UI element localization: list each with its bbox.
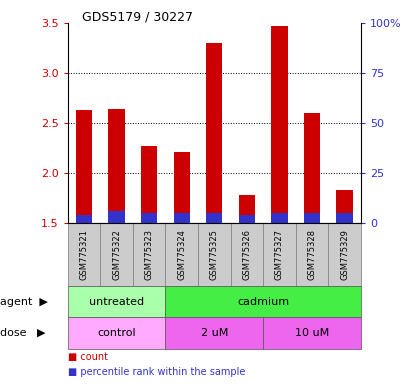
Bar: [238, 195, 254, 223]
Bar: [133, 223, 165, 286]
Bar: [295, 223, 328, 286]
Text: GSM775323: GSM775323: [144, 229, 153, 280]
Bar: [335, 190, 352, 223]
Text: untreated: untreated: [89, 296, 144, 306]
Text: agent  ▶: agent ▶: [0, 296, 48, 306]
Bar: [328, 223, 360, 286]
Bar: [76, 110, 92, 223]
Bar: [263, 317, 360, 349]
Text: GSM775329: GSM775329: [339, 229, 348, 280]
Bar: [230, 223, 263, 286]
Bar: [173, 213, 189, 223]
Bar: [76, 215, 92, 223]
Bar: [263, 223, 295, 286]
Bar: [165, 286, 360, 317]
Text: GSM775328: GSM775328: [307, 229, 316, 280]
Bar: [108, 109, 124, 223]
Bar: [206, 213, 222, 223]
Bar: [238, 215, 254, 223]
Bar: [303, 113, 319, 223]
Text: GSM775321: GSM775321: [79, 229, 88, 280]
Text: GSM775324: GSM775324: [177, 229, 186, 280]
Bar: [100, 223, 133, 286]
Text: GSM775325: GSM775325: [209, 229, 218, 280]
Text: GSM775326: GSM775326: [242, 229, 251, 280]
Text: cadmium: cadmium: [236, 296, 288, 306]
Bar: [271, 213, 287, 223]
Bar: [271, 26, 287, 223]
Bar: [173, 152, 189, 223]
Bar: [108, 211, 124, 223]
Bar: [165, 223, 198, 286]
Bar: [141, 146, 157, 223]
Text: 10 uM: 10 uM: [294, 328, 328, 338]
Bar: [303, 213, 319, 223]
Bar: [198, 223, 230, 286]
Text: ■ percentile rank within the sample: ■ percentile rank within the sample: [67, 367, 245, 377]
Bar: [141, 213, 157, 223]
Bar: [335, 213, 352, 223]
Text: dose   ▶: dose ▶: [0, 328, 45, 338]
Text: control: control: [97, 328, 135, 338]
Bar: [165, 317, 263, 349]
Text: 2 uM: 2 uM: [200, 328, 227, 338]
Bar: [206, 43, 222, 223]
Text: GSM775322: GSM775322: [112, 229, 121, 280]
Text: GSM775327: GSM775327: [274, 229, 283, 280]
Text: ■ count: ■ count: [67, 352, 108, 362]
Text: GDS5179 / 30227: GDS5179 / 30227: [82, 10, 193, 23]
Bar: [67, 286, 165, 317]
Bar: [67, 317, 165, 349]
Bar: [67, 223, 100, 286]
